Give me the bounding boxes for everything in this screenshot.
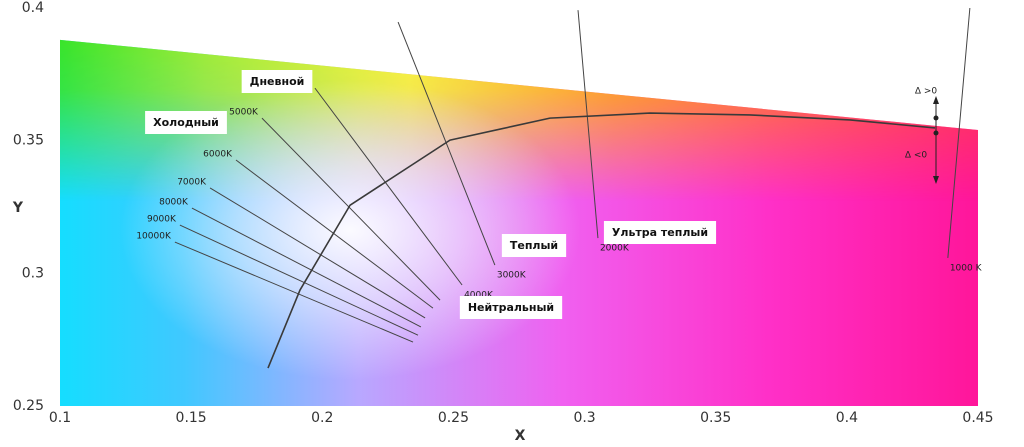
x-tick-label: 0.4 bbox=[836, 410, 858, 426]
isotherm-label: 3000K bbox=[497, 271, 527, 281]
x-tick-label: 0.15 bbox=[176, 410, 207, 426]
isotherm bbox=[235, 159, 434, 309]
isotherm-label: 2000K bbox=[600, 244, 630, 254]
isotherm-label: 9000K bbox=[147, 215, 177, 225]
x-tick-label: 0.35 bbox=[700, 410, 731, 426]
x-tick-label: 0.3 bbox=[573, 410, 595, 426]
annotation: Дневной bbox=[241, 70, 313, 93]
annotation-text: Теплый bbox=[510, 239, 558, 252]
isotherm bbox=[191, 207, 422, 328]
point bbox=[933, 130, 939, 136]
y-tick-label: 0.4 bbox=[22, 0, 44, 16]
isotherm-label: 8000K bbox=[159, 198, 189, 208]
annotation-text: Δ >0 bbox=[915, 87, 938, 97]
annotation: Δ >0 bbox=[915, 87, 938, 97]
annotation-text: Нейтральный bbox=[468, 301, 554, 314]
planckian-locus bbox=[267, 112, 936, 369]
y-tick-label: 0.35 bbox=[13, 133, 44, 149]
isotherm bbox=[261, 117, 441, 301]
x-axis-label: X bbox=[515, 428, 526, 444]
y-axis-label: Y bbox=[12, 200, 24, 216]
arrow-head bbox=[933, 176, 939, 184]
annotation-text: Дневной bbox=[250, 75, 305, 88]
isotherm-label: 5000K bbox=[229, 108, 259, 118]
y-tick-label: 0.3 bbox=[22, 265, 44, 281]
annotation: Ультра теплый bbox=[603, 221, 717, 244]
annotation: Нейтральный bbox=[459, 296, 563, 319]
x-tick-label: 0.45 bbox=[962, 410, 993, 426]
isotherm-label: 7000K bbox=[177, 177, 207, 187]
annotation-box bbox=[459, 296, 563, 319]
arrow-head bbox=[933, 96, 939, 104]
annotation-box bbox=[241, 70, 313, 93]
annotation: Теплый bbox=[501, 234, 567, 257]
annotation: Δ <0 bbox=[905, 151, 928, 161]
isotherm-label: 10000K bbox=[136, 232, 172, 242]
annotation-text: Холодный bbox=[153, 116, 219, 129]
annotation-box bbox=[603, 221, 717, 244]
annotation-text: Δ <0 bbox=[905, 151, 928, 161]
point bbox=[933, 115, 939, 121]
annotation-box bbox=[145, 111, 227, 134]
annotation-box bbox=[501, 234, 567, 257]
isotherm bbox=[209, 187, 426, 319]
isotherm bbox=[179, 224, 419, 336]
x-tick-label: 0.25 bbox=[438, 410, 469, 426]
annotation-text: Ультра теплый bbox=[612, 226, 708, 239]
isotherm bbox=[314, 87, 463, 286]
y-tick-label: 0.25 bbox=[13, 398, 44, 414]
isotherm-label: 6000K bbox=[203, 150, 233, 160]
isotherm bbox=[174, 241, 414, 343]
isotherm-label: 1000 K bbox=[950, 263, 983, 273]
isotherm bbox=[397, 21, 496, 266]
isotherm bbox=[577, 10, 599, 239]
x-tick-label: 0.1 bbox=[49, 410, 71, 426]
isotherm bbox=[947, 7, 971, 258]
isotherm-label: 4000K bbox=[464, 291, 494, 301]
x-tick-label: 0.2 bbox=[311, 410, 333, 426]
annotation: Холодный bbox=[145, 111, 227, 134]
